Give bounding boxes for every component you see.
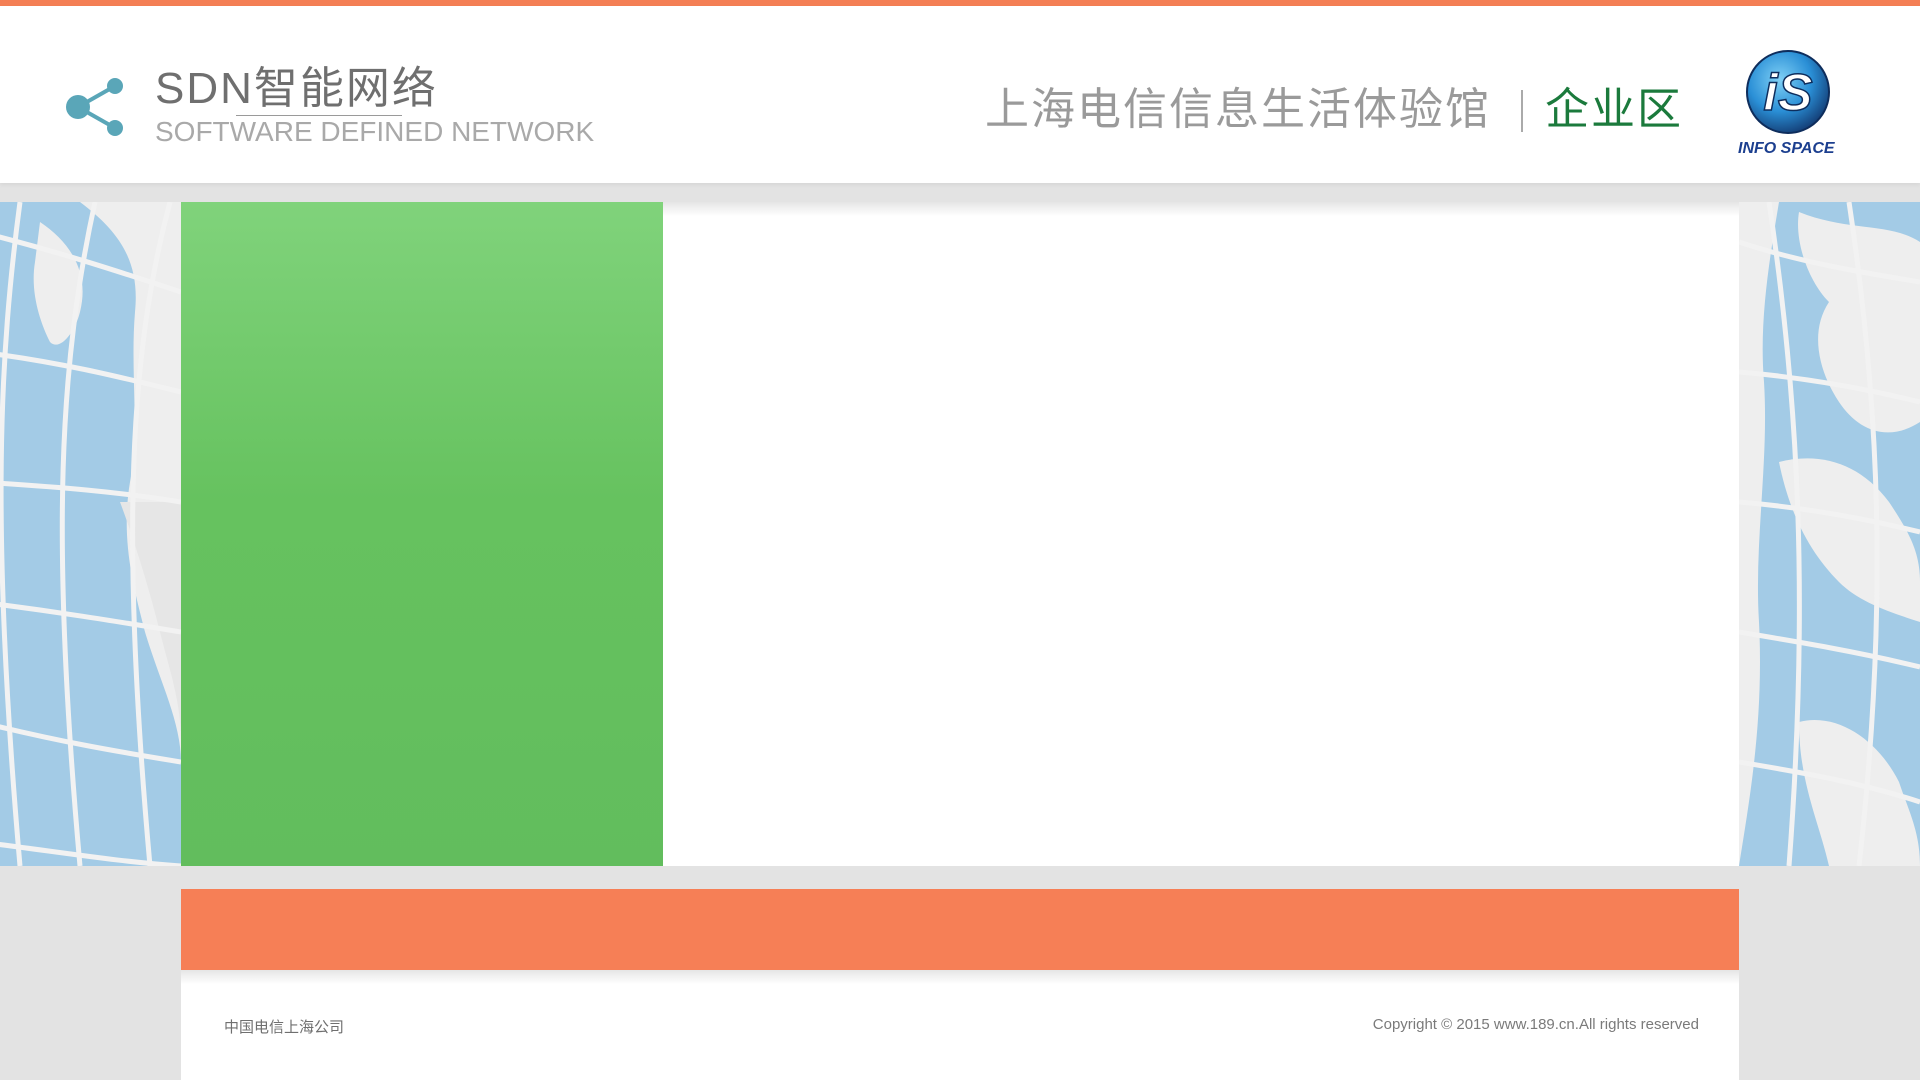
share-icon xyxy=(64,74,128,140)
footer: 中国电信上海公司 Copyright © 2015 www.189.cn.All… xyxy=(181,970,1739,1080)
info-space-logo: iS xyxy=(1743,46,1833,138)
brand-subtitle: SOFTWARE DEFINED NETWORK xyxy=(155,116,594,148)
brand-title: SDN智能网络 xyxy=(155,64,438,114)
green-side-panel xyxy=(181,202,663,866)
title-separator xyxy=(1521,90,1523,132)
logo-letters: iS xyxy=(1763,64,1812,122)
content-stage xyxy=(181,202,1739,866)
footer-company: 中国电信上海公司 xyxy=(224,1016,344,1037)
footer-copyright: Copyright © 2015 www.189.cn.All rights r… xyxy=(1373,1016,1699,1033)
zone-label: 企业区 xyxy=(1545,82,1683,138)
header: SDN智能网络 SOFTWARE DEFINED NETWORK 上海电信信息生… xyxy=(0,6,1920,183)
logo-caption: INFO SPACE xyxy=(1738,140,1835,158)
venue-title: 上海电信信息生活体验馆 xyxy=(985,82,1491,138)
orange-banner-bar xyxy=(181,889,1739,970)
world-map-right xyxy=(1739,202,1920,866)
world-map-left xyxy=(0,202,181,866)
